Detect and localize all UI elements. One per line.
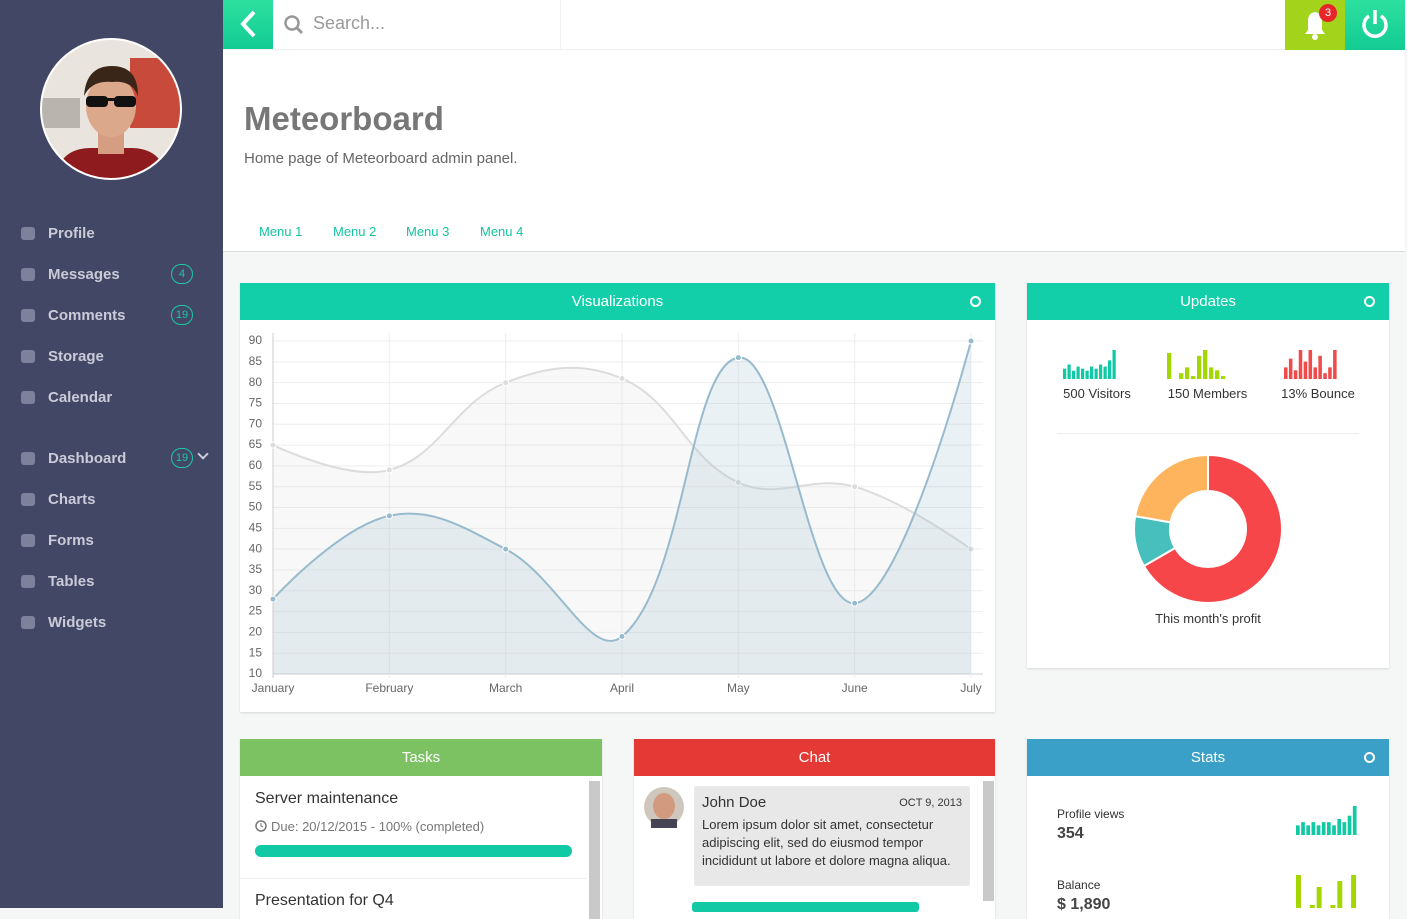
menu-badge: 19 — [171, 448, 193, 468]
page-subtitle: Home page of Meteorboard admin panel. — [244, 150, 518, 167]
menu-icon — [21, 452, 35, 465]
search-icon — [284, 15, 304, 35]
panel-title: Chat — [634, 739, 995, 776]
tab[interactable]: Menu 1 — [259, 224, 303, 239]
stat-label: Balance — [1057, 878, 1101, 892]
panel-title: Updates — [1027, 283, 1389, 320]
panel-title: Stats — [1027, 739, 1389, 776]
stat-label: Profile views — [1057, 807, 1125, 821]
donut-label: This month's profit — [1155, 611, 1261, 626]
menu-badge: 4 — [171, 264, 193, 284]
stat-value: 354 — [1057, 825, 1084, 842]
chat-name: John Doe — [702, 794, 767, 811]
menu-label: Widgets — [48, 614, 107, 631]
chat-bubble: John Doe OCT 9, 2013 Lorem ipsum dolor s… — [694, 786, 970, 886]
tasks-panel: Tasks Server maintenance Due: 20/12/2015… — [240, 739, 602, 919]
page-header: Meteorboard Home page of Meteorboard adm… — [223, 50, 1405, 252]
task-due: Due: 20/12/2015 - 100% (completed) — [271, 819, 485, 834]
menu-label: Messages — [48, 266, 120, 283]
chat-date: OCT 9, 2013 — [899, 797, 962, 809]
menu-item[interactable]: Calendar — [0, 383, 223, 413]
visualizations-panel: Visualizations — [240, 283, 995, 712]
top-bar: Search... 3 — [223, 0, 1407, 50]
stats-panel: Stats Profile views 354 Balance $ 1,890 — [1027, 739, 1389, 919]
chat-avatar — [644, 787, 684, 828]
chevron — [197, 448, 209, 460]
menu-label: Charts — [48, 491, 96, 508]
settings-icon[interactable] — [1364, 296, 1375, 307]
search-input[interactable]: Search... — [313, 13, 386, 33]
menu-label: Forms — [48, 532, 94, 549]
menu-item[interactable]: Forms — [0, 526, 223, 556]
menu-item[interactable]: Comments 19 — [0, 301, 223, 331]
menu-icon — [21, 227, 35, 240]
tab[interactable]: Menu 2 — [333, 224, 377, 239]
notifications-button[interactable]: 3 — [1285, 0, 1345, 50]
panel-title: Visualizations — [240, 283, 995, 320]
updates-panel: Updates 500 Visitors 150 Members 13% Bounc… — [1027, 283, 1389, 668]
progress-track — [255, 845, 572, 857]
update-label: 500 Visitors — [1063, 386, 1131, 401]
back-button[interactable] — [223, 0, 273, 49]
update-label: 150 Members — [1167, 386, 1248, 401]
menu-label: Comments — [48, 307, 126, 324]
menu-icon — [21, 616, 35, 629]
menu-label: Profile — [48, 225, 95, 242]
update-label: 13% Bounce — [1281, 386, 1355, 401]
panel-title: Tasks — [240, 739, 602, 776]
menu-item[interactable]: Tables — [0, 567, 223, 597]
scrollbar[interactable] — [589, 781, 600, 919]
menu-label: Dashboard — [48, 450, 127, 467]
menu-item[interactable]: Dashboard 19 — [0, 444, 223, 474]
settings-icon[interactable] — [1364, 752, 1375, 763]
tab[interactable]: Menu 4 — [480, 224, 524, 239]
menu-item[interactable]: Messages 4 — [0, 260, 223, 290]
task-title: Server maintenance — [255, 790, 399, 807]
menu-icon — [21, 575, 35, 588]
menu-label: Storage — [48, 348, 104, 365]
scrollbar[interactable] — [983, 781, 994, 901]
menu-item[interactable]: Storage — [0, 342, 223, 372]
menu-item[interactable]: Charts — [0, 485, 223, 515]
menu-icon — [21, 350, 35, 363]
menu-item[interactable]: Widgets — [0, 608, 223, 638]
notification-badge: 3 — [1319, 4, 1337, 22]
stat-value: $ 1,890 — [1057, 896, 1111, 913]
chat-message: Lorem ipsum dolor sit amet, consectetur … — [702, 817, 951, 868]
menu-icon — [21, 493, 35, 506]
menu-icon — [21, 391, 35, 404]
menu-icon — [21, 268, 35, 281]
settings-icon[interactable] — [970, 296, 981, 307]
task-title: Presentation for Q4 — [255, 892, 394, 909]
menu-icon — [21, 309, 35, 322]
menu-icon — [21, 534, 35, 547]
power-button[interactable] — [1345, 0, 1405, 50]
progress-bar — [255, 845, 572, 857]
tab[interactable]: Menu 3 — [406, 224, 450, 239]
menu-item[interactable]: Profile — [0, 219, 223, 249]
menu-badge: 19 — [171, 305, 193, 325]
page-title: Meteorboard — [244, 100, 444, 137]
menu-label: Tables — [48, 573, 95, 590]
sidebar: Profile Messages 4 Comments 19 Storage Calenda… — [0, 0, 223, 908]
chat-panel: Chat John Doe OCT 9, 2013 Lorem ipsum do… — [634, 739, 995, 919]
menu-label: Calendar — [48, 389, 113, 406]
avatar — [40, 38, 182, 180]
